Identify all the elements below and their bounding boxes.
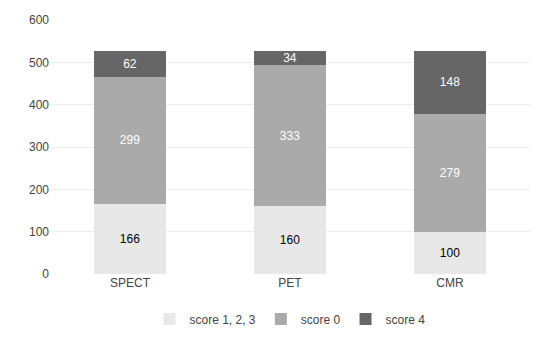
svg-text:166: 166 — [120, 232, 140, 246]
svg-text:34: 34 — [283, 51, 297, 65]
svg-text:600: 600 — [29, 13, 49, 27]
svg-text:333: 333 — [280, 129, 300, 143]
svg-text:400: 400 — [29, 98, 49, 112]
svg-text:PET: PET — [278, 276, 302, 290]
svg-text:score 4: score 4 — [386, 313, 426, 327]
svg-text:300: 300 — [29, 140, 49, 154]
svg-text:62: 62 — [123, 57, 137, 71]
svg-text:500: 500 — [29, 56, 49, 70]
svg-text:SPECT: SPECT — [110, 276, 151, 290]
svg-text:279: 279 — [440, 166, 460, 180]
svg-text:100: 100 — [29, 225, 49, 239]
svg-text:200: 200 — [29, 183, 49, 197]
svg-text:CMR: CMR — [436, 276, 464, 290]
svg-text:score 1, 2, 3: score 1, 2, 3 — [190, 313, 256, 327]
svg-text:score 0: score 0 — [301, 313, 341, 327]
svg-text:148: 148 — [440, 75, 460, 89]
svg-text:0: 0 — [42, 267, 49, 281]
svg-text:100: 100 — [440, 246, 460, 260]
svg-text:299: 299 — [120, 133, 140, 147]
svg-text:160: 160 — [280, 233, 300, 247]
